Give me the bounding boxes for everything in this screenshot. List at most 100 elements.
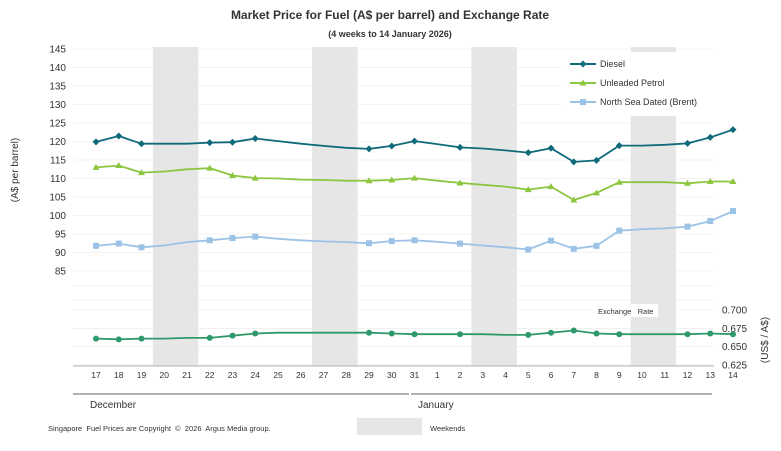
x-tick-label-5: 22 — [205, 370, 215, 380]
series-1-point-12 — [365, 177, 373, 184]
x-tick-label-8: 25 — [273, 370, 283, 380]
weekend-legend-swatch — [357, 418, 422, 435]
x-tick-label-0: 17 — [91, 370, 101, 380]
series-0-point-6 — [229, 138, 236, 146]
series-0-point-5 — [206, 139, 214, 147]
x-tick-label-23: 9 — [617, 370, 622, 380]
x-tick-label-26: 12 — [683, 370, 693, 380]
series-2-point-22 — [593, 242, 600, 249]
series-3-point-7 — [252, 330, 259, 337]
x-tick-label-3: 20 — [160, 370, 170, 380]
series-2-point-19 — [525, 246, 532, 253]
series-0-point-22 — [593, 156, 600, 164]
x-tick-label-7: 24 — [251, 370, 261, 380]
y-left-tick-110: 110 — [50, 174, 66, 185]
series-1-point-6 — [229, 172, 236, 179]
weekend-band-0 — [152, 47, 199, 366]
series-3-point-16 — [457, 331, 463, 338]
y-left-tick-125: 125 — [49, 119, 66, 130]
series-0-point-20 — [547, 144, 555, 152]
legend-label-unleaded: Unleaded Petrol — [600, 78, 665, 88]
series-0-point-23 — [615, 142, 623, 150]
y-left-tick-120: 120 — [49, 137, 66, 148]
series-0-point-14 — [411, 137, 418, 145]
legend-label-brent: North Sea Dated (Brent) — [600, 97, 697, 107]
chart-subtitle: (4 weeks to 14 January 2026) — [328, 29, 452, 39]
series-0-point-27 — [706, 133, 714, 141]
series-1-point-7 — [251, 174, 259, 181]
series-0-point-7 — [251, 135, 259, 143]
series-3-point-14 — [411, 331, 418, 338]
series-2-point-0 — [93, 242, 99, 249]
series-2-point-23 — [616, 227, 623, 234]
series-3-point-21 — [570, 327, 577, 334]
series-1-point-14 — [411, 174, 418, 181]
y-left-tick-105: 105 — [49, 193, 66, 204]
series-0-point-19 — [524, 149, 532, 157]
x-tick-label-12: 29 — [364, 370, 374, 380]
exchange-rate-label-background — [594, 304, 658, 317]
x-tick-label-2: 19 — [137, 370, 147, 380]
series-1-point-22 — [593, 189, 600, 196]
x-tick-label-16: 2 — [458, 370, 463, 380]
x-tick-label-14: 31 — [410, 370, 420, 380]
series-2-point-16 — [457, 240, 463, 247]
y-right-tick-3: 0.700 — [722, 306, 747, 317]
y-axis-right: 0.625 0.650 0.675 0.700 — [73, 306, 747, 372]
legend-marker-brent — [580, 99, 586, 105]
month-label-january: January — [418, 400, 454, 411]
series-3-point-27 — [707, 330, 714, 337]
series-2-point-5 — [206, 237, 213, 244]
x-tick-label-6: 23 — [228, 370, 238, 380]
series-group — [92, 126, 737, 343]
series-2-point-28 — [730, 208, 736, 215]
series-1-point-26 — [684, 179, 691, 186]
x-tick-label-28: 14 — [728, 370, 738, 380]
series-1-point-27 — [706, 177, 714, 184]
series-1-point-19 — [524, 186, 532, 193]
series-0-point-21 — [570, 158, 578, 166]
legend-marker-unleaded — [579, 79, 587, 86]
series-3-point-28 — [730, 331, 736, 338]
x-tick-label-24: 10 — [637, 370, 647, 380]
y-right-tick-0: 0.625 — [722, 361, 747, 372]
y-right-tick-2: 0.675 — [722, 324, 747, 335]
y-axis-left-label: (A$ per barrel) — [10, 138, 21, 202]
series-1-point-0 — [92, 163, 100, 170]
series-2-point-6 — [229, 235, 236, 242]
x-tick-label-25: 11 — [660, 370, 669, 380]
series-3-point-26 — [684, 331, 691, 338]
y-axis-left: 85 90 95 100 105 110 115 120 125 130 135 140 145 — [49, 45, 714, 301]
legend-marker-diesel — [579, 60, 587, 68]
series-2-point-2 — [138, 244, 145, 251]
series-2-point-13 — [388, 238, 395, 245]
y-left-tick-95: 95 — [55, 230, 67, 241]
series-1-point-2 — [138, 169, 145, 176]
footer-copyright: Singapore Fuel Prices are Copyright © 20… — [48, 424, 271, 433]
series-3-point-6 — [229, 332, 236, 339]
series-1-point-20 — [547, 183, 555, 190]
series-1-point-13 — [388, 176, 396, 183]
series-3-point-2 — [138, 335, 145, 342]
series-2-point-27 — [707, 218, 714, 225]
x-tick-label-11: 28 — [342, 370, 352, 380]
series-3-point-1 — [115, 336, 122, 343]
series-1-point-21 — [570, 196, 578, 203]
series-0-point-26 — [684, 139, 691, 147]
y-left-tick-85: 85 — [55, 267, 67, 278]
y-left-tick-130: 130 — [49, 100, 66, 111]
y-right-tick-1: 0.650 — [722, 342, 747, 353]
x-tick-label-4: 21 — [182, 370, 192, 380]
month-label-december: December — [90, 400, 137, 411]
x-tick-label-1: 18 — [114, 370, 124, 380]
x-tick-label-18: 4 — [503, 370, 508, 380]
series-2-point-1 — [115, 240, 122, 247]
x-axis-tick-labels: 17 18 19 20 21 22 23 24 25 26 27 28 29 30 31 1 2 3 4 5 6 7 8 9 1… — [91, 370, 738, 380]
series-2-point-7 — [252, 233, 259, 240]
series-1-point-5 — [206, 164, 214, 171]
series-3-point-22 — [593, 330, 600, 337]
x-tick-label-21: 7 — [571, 370, 576, 380]
series-3-point-12 — [366, 329, 372, 336]
chart-title: Market Price for Fuel (A$ per barrel) an… — [231, 8, 549, 22]
y-axis-right-label: (US$ / A$) — [760, 317, 771, 363]
